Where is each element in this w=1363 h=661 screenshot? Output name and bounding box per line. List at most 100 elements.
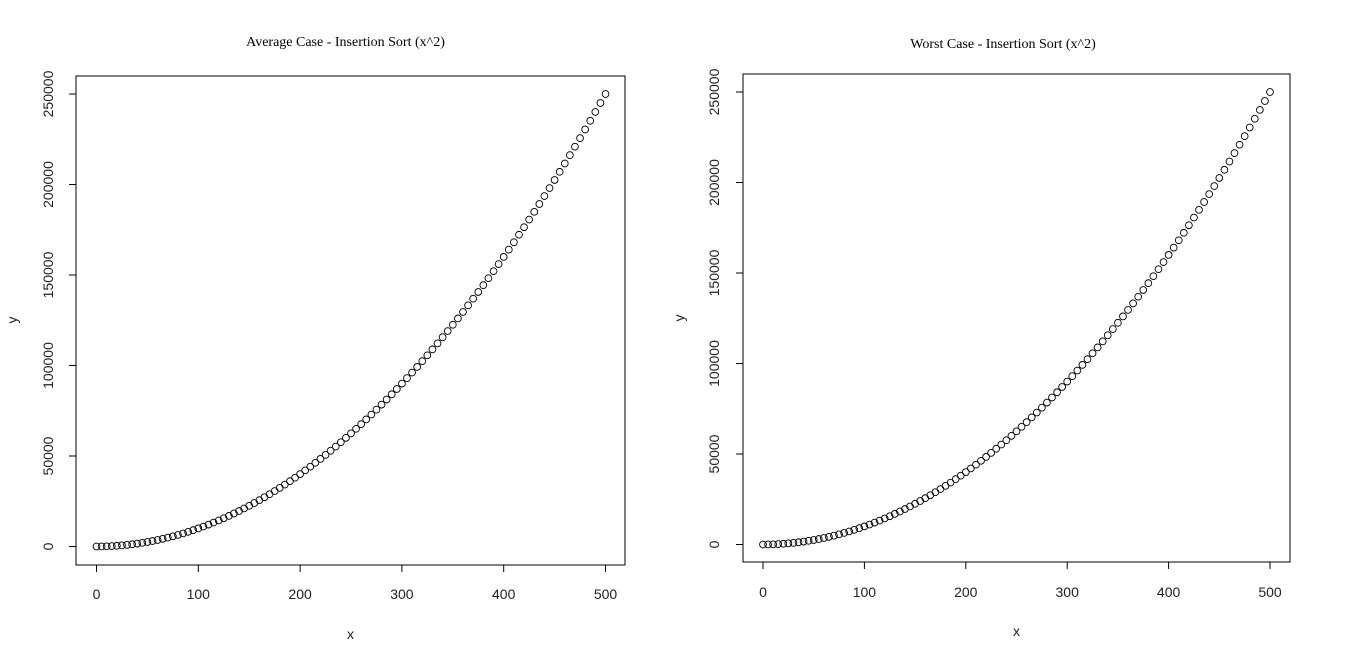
average-case-x-tick-label: 500 [594,586,618,602]
average-case-point [342,434,350,442]
average-case-point [306,462,315,471]
worst-case-x-axis: 0 100 200 300 400 500 [759,561,1282,600]
average-case-point [601,90,610,98]
average-case-point [550,176,559,184]
average-case-point [301,466,310,475]
worst-case-point [982,453,990,461]
average-case-point [464,301,472,310]
average-case-point [118,541,126,550]
worst-case-point [987,449,996,457]
worst-case-point [921,494,930,503]
worst-case-point [1022,418,1031,426]
average-case-point [433,339,442,348]
average-case-point [428,345,437,354]
average-case-point [184,527,192,536]
worst-case-point [825,532,833,541]
average-case-point [479,281,488,289]
average-case-point [153,536,162,544]
average-case-title: Average Case - Insertion Sort (x^2) [246,35,445,50]
average-case-point [204,520,213,529]
worst-case-plot: Worst Case - Insertion Sort (x^2) 0 100 20… [671,37,1291,639]
average-case-y-tick-label: 100000 [40,342,56,389]
worst-case-x-tick-label: 200 [954,584,978,600]
worst-case-point [896,507,904,516]
average-case-point [347,429,355,438]
worst-case-point [870,518,879,527]
average-case-point [545,184,554,192]
average-case-point [382,395,391,404]
worst-case-point [885,512,894,521]
worst-case-point [941,482,950,490]
worst-case-x-tick-label: 400 [1157,584,1181,600]
worst-case-point [764,540,772,549]
average-case-point [107,542,116,550]
average-case-point [265,490,274,499]
average-case-point [377,400,386,409]
average-case-y-tick-label: 150000 [40,251,56,298]
average-case-point [143,538,152,546]
worst-case-point [1007,432,1016,440]
worst-case-point [835,530,843,539]
average-case-point [499,253,508,261]
average-case-point [520,223,528,232]
average-case-y-tick-label: 0 [40,542,56,550]
worst-case-point [1063,377,1072,386]
worst-case-point [1169,243,1178,252]
worst-case-point [799,537,808,546]
worst-case-y-tick-label: 100000 [706,340,722,387]
worst-case-point [1261,97,1269,105]
worst-case-point [1195,205,1203,214]
worst-case-point [972,460,980,469]
average-case-x-tick-label: 200 [288,586,312,602]
worst-case-point [1235,140,1244,149]
average-case-point [586,116,595,125]
worst-case-point [1119,312,1127,321]
worst-case-point [779,539,788,548]
worst-case-point [769,540,777,549]
worst-case-point [1250,114,1259,123]
average-case-point [581,125,589,134]
worst-case-point [1144,279,1153,287]
worst-case-point [1037,403,1046,412]
average-case-point [443,327,452,335]
worst-case-point [1108,325,1117,333]
worst-case-point [1154,265,1163,274]
average-case-point [454,314,462,323]
average-case-point [352,424,360,433]
worst-case-point [865,520,874,529]
worst-case-point [1174,236,1183,245]
worst-case-point [1068,372,1077,380]
average-case-point [128,540,136,549]
average-case-point [260,493,269,502]
worst-case-point [1179,228,1188,237]
average-case-point [219,514,228,523]
worst-case-point [855,524,864,533]
average-case-point [123,541,131,549]
average-case-point [133,539,142,548]
worst-case-point [961,468,970,476]
average-case-point [566,151,574,159]
average-case-plot-frame [75,75,626,566]
worst-case-point [809,536,818,544]
average-case-point [163,533,172,542]
worst-case-point [1205,190,1214,198]
average-case-point [418,357,427,366]
worst-case-point [1149,272,1158,281]
worst-case-point [1164,251,1173,259]
worst-case-point [880,514,889,523]
average-case-y-tick-label: 250000 [40,70,56,117]
worst-case-point [1129,299,1137,308]
average-case-point [510,238,518,247]
worst-case-point [946,478,955,487]
average-case-point [489,267,498,276]
average-case-point [525,215,534,224]
average-case-point [138,538,147,547]
worst-case-point [1093,343,1102,352]
average-case-x-axis: 0 100 200 300 400 500 [93,564,618,602]
average-case-point [423,351,432,360]
worst-case-point [1124,306,1132,314]
average-case-point [438,333,447,342]
worst-case-point [1139,286,1148,294]
average-case-point [484,274,493,283]
